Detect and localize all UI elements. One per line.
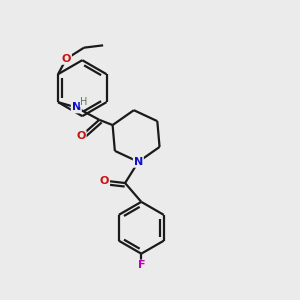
Text: O: O	[100, 176, 109, 186]
Text: O: O	[76, 131, 86, 141]
Text: N: N	[134, 157, 143, 167]
Text: N: N	[72, 103, 81, 112]
Text: H: H	[80, 97, 88, 106]
Text: F: F	[137, 260, 145, 271]
Text: O: O	[61, 54, 71, 64]
